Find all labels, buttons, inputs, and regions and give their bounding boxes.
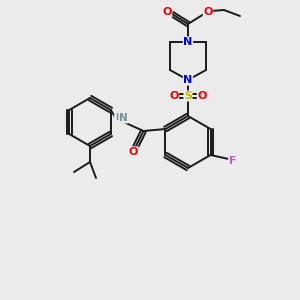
Text: O: O: [203, 7, 213, 17]
Text: N: N: [183, 37, 193, 47]
Text: N: N: [119, 113, 128, 123]
Text: O: O: [129, 147, 138, 157]
Text: H: H: [115, 113, 122, 122]
Text: S: S: [184, 91, 192, 101]
Text: O: O: [169, 91, 179, 101]
Text: F: F: [229, 156, 236, 166]
Text: O: O: [197, 91, 207, 101]
Text: N: N: [183, 75, 193, 85]
Text: O: O: [162, 7, 172, 17]
